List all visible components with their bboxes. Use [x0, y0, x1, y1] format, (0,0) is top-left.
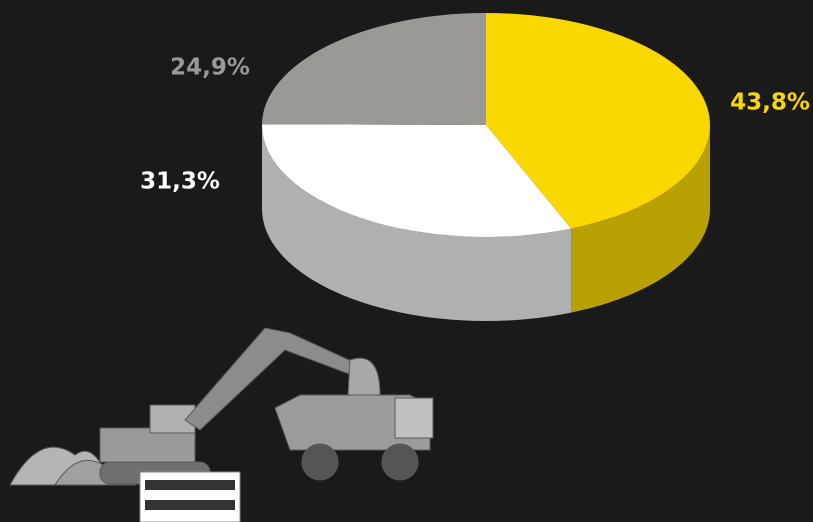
value-label: 31,3% — [140, 169, 220, 195]
value-label: 24,9% — [170, 55, 250, 81]
slice — [261, 124, 572, 237]
construction-illustration — [9, 327, 434, 522]
slice — [262, 13, 486, 125]
slice-side — [571, 125, 710, 313]
slice-side — [262, 125, 572, 321]
slice — [486, 13, 710, 229]
value-label: 43,8% — [730, 90, 810, 116]
